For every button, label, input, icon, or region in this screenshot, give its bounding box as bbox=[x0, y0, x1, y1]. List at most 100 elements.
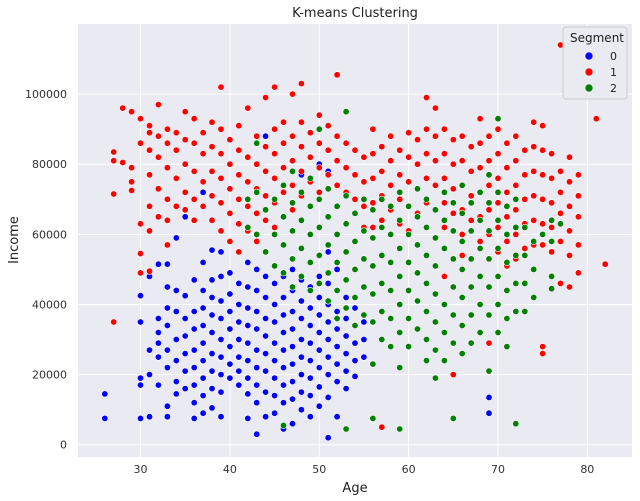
data-point bbox=[458, 293, 466, 301]
data-point bbox=[333, 325, 341, 333]
data-point bbox=[485, 367, 493, 375]
data-point bbox=[387, 258, 395, 266]
data-point bbox=[431, 206, 439, 214]
data-point bbox=[449, 283, 457, 291]
y-tick-label: 60000 bbox=[32, 228, 67, 241]
data-point bbox=[548, 216, 556, 224]
data-point bbox=[449, 199, 457, 207]
data-point bbox=[306, 392, 314, 400]
data-point bbox=[333, 265, 341, 273]
data-point bbox=[315, 195, 323, 203]
data-point bbox=[315, 223, 323, 231]
data-point bbox=[485, 171, 493, 179]
data-point bbox=[405, 153, 413, 161]
data-point bbox=[512, 206, 520, 214]
data-point bbox=[503, 258, 511, 266]
data-point bbox=[360, 353, 368, 361]
data-point bbox=[262, 167, 270, 175]
legend-label: 1 bbox=[610, 66, 617, 79]
data-point bbox=[208, 385, 216, 393]
data-point bbox=[271, 262, 279, 270]
data-point bbox=[360, 153, 368, 161]
data-point bbox=[405, 230, 413, 238]
data-point bbox=[226, 307, 234, 315]
data-point bbox=[297, 314, 305, 322]
data-point bbox=[110, 190, 118, 198]
data-point bbox=[226, 374, 234, 382]
data-point bbox=[217, 371, 225, 379]
data-point bbox=[476, 237, 484, 245]
data-point bbox=[422, 174, 430, 182]
data-point bbox=[396, 216, 404, 224]
data-point bbox=[190, 139, 198, 147]
data-point bbox=[458, 321, 466, 329]
data-point bbox=[485, 393, 493, 401]
data-point bbox=[199, 357, 207, 365]
data-point bbox=[190, 195, 198, 203]
data-point bbox=[431, 318, 439, 326]
data-point bbox=[271, 230, 279, 238]
data-point bbox=[369, 199, 377, 207]
data-point bbox=[306, 286, 314, 294]
data-point bbox=[539, 122, 547, 130]
data-point bbox=[288, 420, 296, 428]
data-point bbox=[539, 171, 547, 179]
data-point bbox=[199, 339, 207, 347]
x-tick-label: 70 bbox=[491, 463, 505, 476]
data-point bbox=[440, 150, 448, 158]
data-point bbox=[422, 125, 430, 133]
data-point bbox=[351, 171, 359, 179]
data-point bbox=[422, 195, 430, 203]
data-point bbox=[565, 227, 573, 235]
data-point bbox=[333, 413, 341, 421]
data-point bbox=[128, 164, 136, 172]
data-point bbox=[431, 104, 439, 112]
data-point bbox=[342, 220, 350, 228]
data-point bbox=[110, 318, 118, 326]
data-point bbox=[494, 300, 502, 308]
data-point bbox=[288, 167, 296, 175]
data-point bbox=[512, 157, 520, 165]
data-point bbox=[146, 413, 154, 421]
data-point bbox=[235, 122, 243, 130]
data-point bbox=[405, 258, 413, 266]
data-point bbox=[217, 199, 225, 207]
data-point bbox=[172, 307, 180, 315]
data-point bbox=[467, 199, 475, 207]
data-point bbox=[449, 371, 457, 379]
data-point bbox=[306, 202, 314, 210]
data-point bbox=[324, 371, 332, 379]
data-point bbox=[485, 132, 493, 140]
data-point bbox=[306, 174, 314, 182]
data-point bbox=[172, 129, 180, 137]
data-point bbox=[324, 213, 332, 221]
data-point bbox=[351, 321, 359, 329]
data-point bbox=[324, 146, 332, 154]
data-point bbox=[565, 178, 573, 186]
data-point bbox=[396, 195, 404, 203]
data-point bbox=[494, 223, 502, 231]
data-point bbox=[297, 118, 305, 126]
data-point bbox=[217, 83, 225, 91]
data-point bbox=[262, 413, 270, 421]
data-point bbox=[279, 346, 287, 354]
chart-title: K-means Clustering bbox=[292, 6, 418, 21]
data-point bbox=[199, 392, 207, 400]
data-point bbox=[530, 237, 538, 245]
data-point bbox=[244, 339, 252, 347]
data-point bbox=[199, 150, 207, 158]
data-point bbox=[190, 216, 198, 224]
data-point bbox=[413, 185, 421, 193]
data-point bbox=[297, 371, 305, 379]
data-point bbox=[548, 237, 556, 245]
data-point bbox=[512, 132, 520, 140]
data-point bbox=[154, 132, 162, 140]
data-point bbox=[181, 160, 189, 168]
data-point bbox=[199, 178, 207, 186]
data-point bbox=[271, 409, 279, 417]
data-point bbox=[449, 185, 457, 193]
data-point bbox=[253, 188, 261, 196]
data-point bbox=[333, 307, 341, 315]
data-point bbox=[244, 304, 252, 312]
data-point bbox=[271, 83, 279, 91]
